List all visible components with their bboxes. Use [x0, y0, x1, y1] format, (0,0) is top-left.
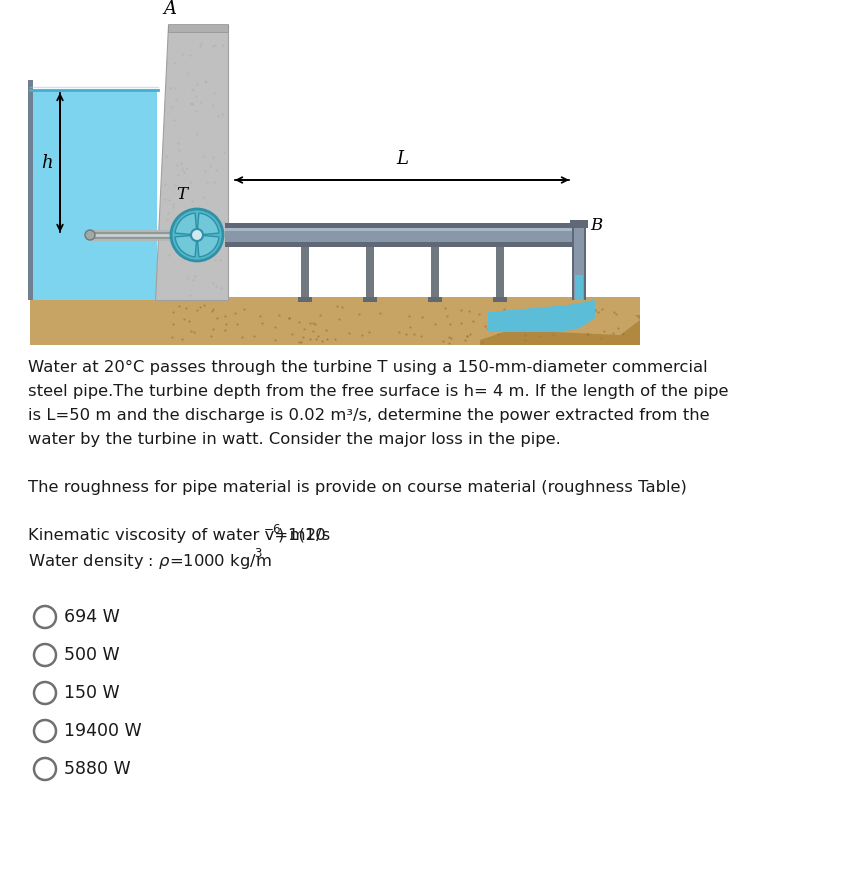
Circle shape	[34, 758, 56, 780]
Bar	[496, 247, 504, 300]
Circle shape	[34, 720, 56, 742]
Text: L: L	[396, 150, 408, 168]
Polygon shape	[488, 300, 595, 332]
Circle shape	[34, 682, 56, 704]
Text: h: h	[42, 153, 53, 172]
Bar	[301, 247, 309, 300]
Bar	[168, 24, 228, 32]
Bar	[30, 297, 640, 345]
Bar	[225, 242, 575, 247]
Bar	[28, 80, 33, 300]
Wedge shape	[175, 235, 197, 257]
Wedge shape	[175, 213, 197, 235]
Bar	[366, 247, 374, 300]
Bar	[428, 297, 442, 302]
Text: 19400 W: 19400 W	[64, 722, 141, 740]
Bar	[30, 90, 157, 300]
Polygon shape	[155, 25, 228, 300]
Text: water by the turbine in watt. Consider the major loss in the pipe.: water by the turbine in watt. Consider t…	[28, 432, 561, 447]
Circle shape	[171, 209, 223, 261]
Wedge shape	[197, 213, 218, 235]
Bar	[570, 220, 588, 228]
Text: The roughness for pipe material is provide on course material (roughness Table): The roughness for pipe material is provi…	[28, 480, 687, 495]
Bar	[574, 223, 584, 300]
Text: Water at 20°C passes through the turbine T using a 150-mm-diameter commercial: Water at 20°C passes through the turbine…	[28, 360, 707, 375]
Polygon shape	[155, 300, 640, 340]
Text: $-6$: $-6$	[263, 523, 282, 536]
Circle shape	[34, 606, 56, 628]
Circle shape	[85, 230, 95, 240]
Bar	[225, 223, 575, 228]
Circle shape	[34, 644, 56, 666]
Bar	[575, 275, 583, 300]
Text: 150 W: 150 W	[64, 684, 120, 702]
Text: T: T	[177, 186, 187, 203]
Bar	[225, 228, 575, 231]
Text: steel pipe.The turbine depth from the free surface is h= 4 m. If the length of t: steel pipe.The turbine depth from the fr…	[28, 384, 728, 399]
Bar	[225, 228, 575, 242]
Text: Water density : $\rho$=1000 kg/m: Water density : $\rho$=1000 kg/m	[28, 552, 271, 571]
Bar	[363, 297, 377, 302]
Text: ) m2/s: ) m2/s	[278, 528, 330, 543]
Text: $3$: $3$	[254, 547, 263, 560]
Text: Kinematic viscosity of water v=1(10: Kinematic viscosity of water v=1(10	[28, 528, 326, 543]
Text: 500 W: 500 W	[64, 646, 120, 664]
Text: 694 W: 694 W	[64, 608, 120, 626]
Bar	[431, 247, 439, 300]
Bar	[480, 315, 640, 345]
Text: A: A	[164, 0, 177, 18]
Bar	[298, 297, 312, 302]
Bar	[30, 100, 157, 300]
Wedge shape	[197, 235, 218, 257]
Bar	[493, 297, 507, 302]
Bar	[572, 223, 586, 300]
Text: B: B	[590, 216, 603, 233]
Circle shape	[191, 229, 203, 241]
Text: 5880 W: 5880 W	[64, 760, 131, 778]
Text: is L=50 m and the discharge is 0.02 m³/s, determine the power extracted from the: is L=50 m and the discharge is 0.02 m³/s…	[28, 408, 709, 423]
